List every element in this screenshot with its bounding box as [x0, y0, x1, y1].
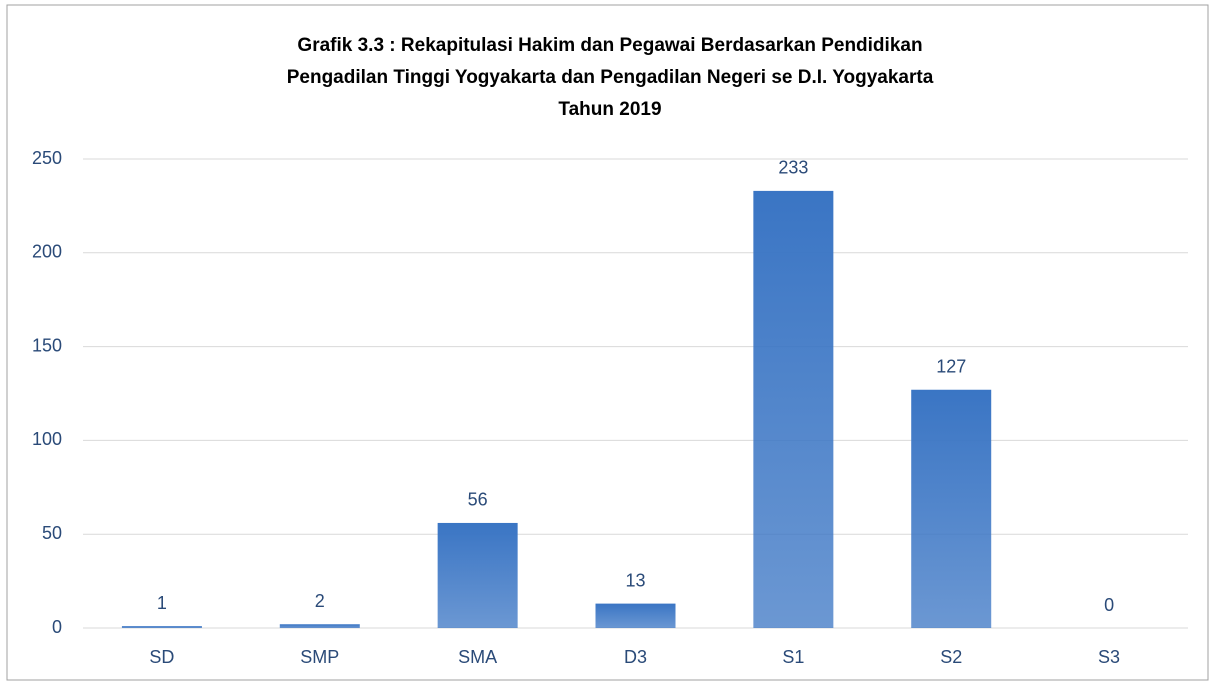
- x-tick-label: D3: [624, 647, 647, 667]
- chart-title: Grafik 3.3 : Rekapitulasi Hakim dan Pega…: [297, 35, 922, 56]
- data-label: 127: [936, 356, 966, 376]
- data-label: 2: [315, 591, 325, 611]
- y-tick-label: 50: [42, 523, 62, 543]
- data-label: 0: [1104, 595, 1114, 615]
- x-tick-label: S2: [940, 647, 962, 667]
- chart-title: Pengadilan Tinggi Yogyakarta dan Pengadi…: [287, 67, 934, 88]
- x-tick-label: SMA: [458, 647, 497, 667]
- bar: [595, 603, 676, 628]
- bar: [753, 190, 834, 628]
- y-tick-label: 150: [32, 335, 62, 355]
- data-label: 13: [625, 570, 645, 590]
- data-label: 1: [157, 593, 167, 613]
- chart-border: [6, 4, 1209, 681]
- bar: [911, 389, 992, 628]
- bar: [279, 624, 360, 628]
- chart-title: Tahun 2019: [558, 99, 661, 120]
- x-tick-label: SMP: [300, 647, 339, 667]
- x-tick-label: S1: [782, 647, 804, 667]
- y-tick-label: 0: [52, 617, 62, 637]
- bar: [121, 626, 202, 628]
- y-tick-label: 100: [32, 429, 62, 449]
- x-tick-label: S3: [1098, 647, 1120, 667]
- data-label: 56: [468, 490, 488, 510]
- data-label: 233: [778, 158, 808, 178]
- bar: [437, 522, 518, 628]
- y-tick-label: 200: [32, 242, 62, 262]
- x-tick-label: SD: [149, 647, 174, 667]
- y-tick-label: 250: [32, 148, 62, 168]
